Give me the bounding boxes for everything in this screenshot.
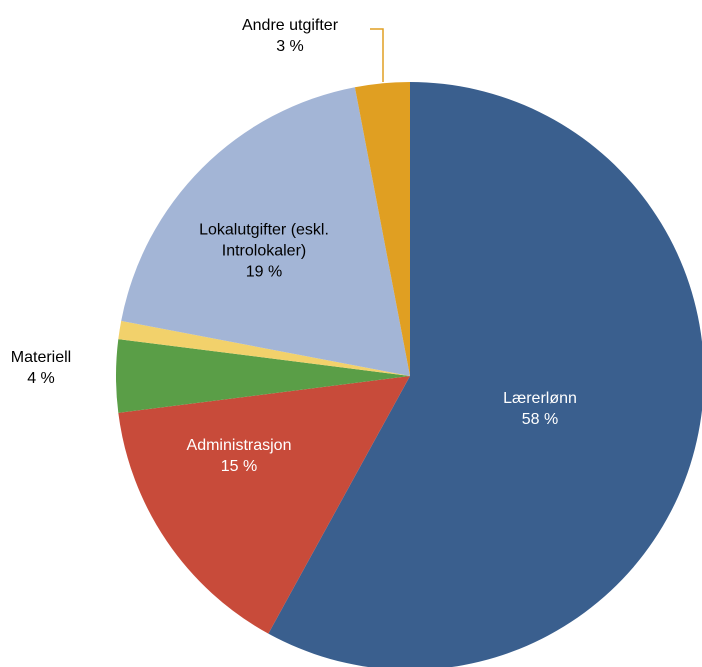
value-label: 19 %	[245, 263, 283, 281]
slice-label: Lærerlønn 58 %	[460, 388, 620, 430]
category-label: Andre utgifter	[241, 17, 339, 34]
pie-slice	[268, 82, 702, 667]
pie-slice	[115, 339, 410, 413]
pie-slice	[121, 87, 410, 376]
value-label: 3 %	[276, 38, 304, 55]
category-label: Lærerlønn	[503, 390, 577, 407]
slice-label: Administrasjon 15 %	[149, 435, 329, 477]
category-label: Lokalutgifter (eskl. Introlokaler)	[199, 221, 329, 260]
category-label: Administrasjon	[186, 437, 292, 454]
value-label: 58 %	[521, 411, 559, 428]
value-label: 15 %	[220, 458, 258, 475]
value-label: 4 %	[27, 370, 55, 387]
pie-slice	[118, 376, 411, 634]
pie-slice	[354, 82, 410, 376]
slice-label: Andre utgifter 3 %	[210, 15, 370, 57]
leader-line	[370, 28, 384, 82]
slice-label: Materiell 4 %	[0, 347, 86, 389]
category-label: Materiell	[10, 349, 72, 366]
slice-label: Lokalutgifter (eskl. Introlokaler) 19 %	[169, 220, 359, 283]
pie-slice	[118, 320, 411, 376]
